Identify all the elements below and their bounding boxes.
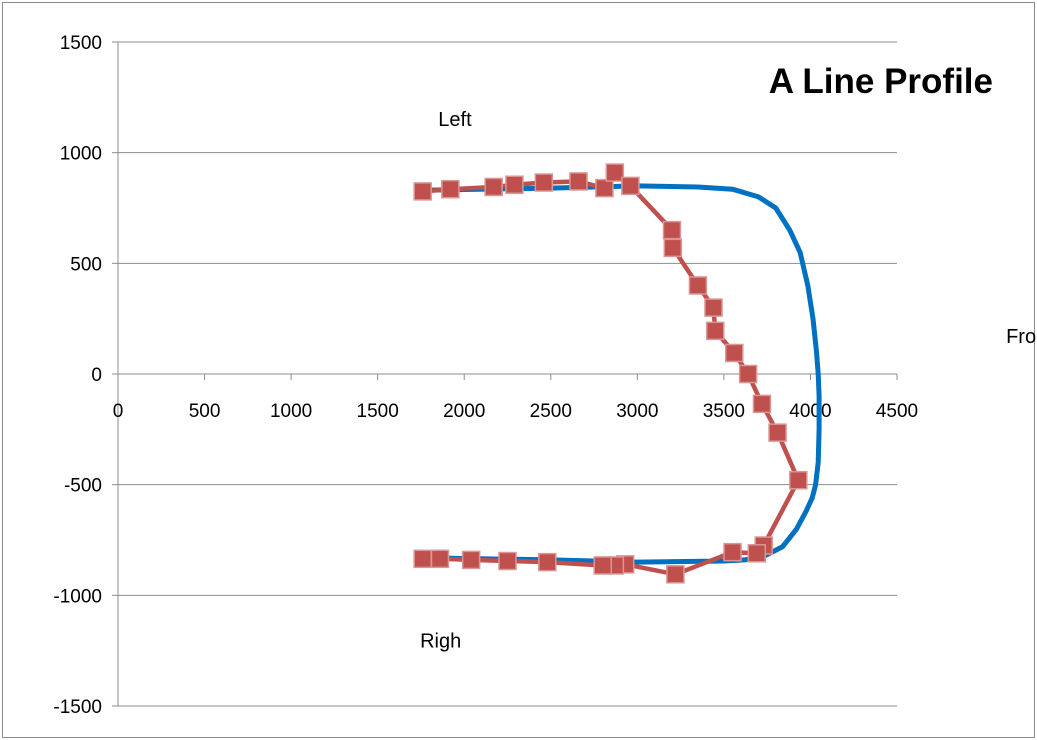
data-point-marker	[593, 556, 612, 575]
data-point-marker	[663, 238, 683, 258]
axes	[112, 41, 898, 707]
data-point-marker	[430, 549, 450, 569]
chart-title: A Line Profile	[769, 62, 993, 101]
x-tick-label: 4000	[789, 401, 831, 422]
annotation-left: Left	[438, 109, 472, 131]
data-point-marker	[534, 173, 554, 192]
grid-lines	[118, 41, 897, 707]
y-axis-tick-labels: 1500 1000 500 0 -500 -1000 -1500	[53, 33, 102, 718]
x-tick-label: 4500	[876, 401, 918, 422]
annotation-righ: Righ	[420, 630, 461, 652]
x-tick-label: 2000	[443, 401, 485, 422]
data-point-marker	[704, 298, 723, 317]
y-tick-label: 500	[70, 254, 102, 275]
data-point-marker	[461, 550, 481, 570]
data-point-marker	[569, 172, 588, 191]
data-point-marker	[498, 551, 517, 571]
data-point-marker	[705, 321, 725, 341]
y-tick-label: -1000	[53, 586, 102, 607]
data-point-marker	[505, 175, 524, 195]
x-tick-label: 3500	[703, 401, 745, 422]
data-point-marker	[738, 364, 758, 384]
y-tick-label: 1500	[60, 33, 102, 54]
data-point-marker	[605, 163, 625, 182]
x-tick-label: 1000	[270, 401, 312, 422]
x-tick-label: 3000	[616, 401, 658, 422]
data-point-marker	[413, 549, 432, 569]
data-point-marker	[666, 565, 685, 584]
y-tick-label: 0	[91, 365, 102, 386]
data-point-marker	[662, 220, 682, 240]
data-point-marker	[688, 276, 708, 295]
x-axis-tick-labels: 0 500 1000 1500 2000 2500 3000 3500 4000 4500	[113, 401, 918, 422]
data-point-marker	[595, 178, 614, 198]
x-tick-label: 500	[189, 401, 221, 422]
data-point-marker	[768, 423, 787, 442]
y-tick-label: -1500	[53, 697, 102, 718]
data-point-marker	[723, 542, 742, 562]
x-tick-label: 0	[113, 401, 124, 422]
y-tick-label: -500	[64, 476, 102, 497]
data-point-marker	[789, 470, 808, 490]
data-point-marker	[752, 394, 772, 414]
data-point-marker	[621, 176, 640, 196]
x-tick-label: 2500	[530, 401, 572, 422]
data-point-marker	[413, 182, 432, 201]
data-point-marker	[725, 343, 744, 363]
data-point-marker	[441, 179, 460, 199]
data-point-marker	[484, 177, 503, 197]
y-tick-label: 1000	[60, 144, 102, 165]
data-point-marker	[747, 544, 767, 563]
annotation-front: Front	[1006, 326, 1037, 348]
data-point-marker	[538, 552, 557, 572]
data-series	[413, 163, 822, 584]
x-tick-label: 1500	[357, 401, 399, 422]
